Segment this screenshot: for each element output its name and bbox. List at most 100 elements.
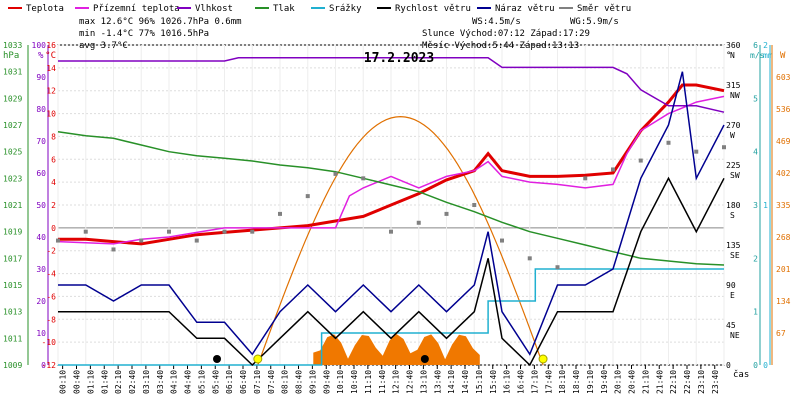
celsius-tick: 12 [46,87,56,96]
x-tick: 20:10 [614,370,623,394]
x-tick: 13:40 [433,370,442,394]
celsius-tick: 2 [51,201,56,210]
x-tick: 04:40 [184,370,193,394]
x-tick: 17:10 [530,370,539,394]
x-tick: 10:40 [350,370,359,394]
degrees-tick: 180 [726,201,741,210]
wind-direction-point [527,256,532,261]
wind-direction-point [139,238,144,243]
hpa-tick: 1021 [3,201,22,210]
sun-moon-markers [213,354,548,364]
x-tick: 00:10 [59,370,68,394]
x-tick: 05:40 [211,370,220,394]
x-tick: 07:10 [253,370,262,394]
w-tick: 67 [776,329,786,338]
mm-axis-label: mm [763,51,773,60]
direction-tick: S [730,211,735,220]
wind-direction-point [389,229,393,234]
mm-tick: 2 [763,41,768,50]
hpa-axis-label: hPa [3,51,19,61]
hpa-tick: 1019 [3,228,22,237]
celsius-tick: -10 [42,338,57,347]
percent-tick: 50 [36,201,46,210]
x-tick: 04:10 [170,370,179,394]
ms-tick: 4 [753,148,758,157]
wind-direction-point [472,203,477,207]
hpa-tick: 1013 [3,308,22,317]
x-tick: 09:10 [308,370,317,394]
ms-tick: 6 [753,41,758,50]
x-tick: 16:40 [517,370,526,394]
series-rychlost-v-tru [58,176,725,367]
series-sr-ky [58,268,724,366]
hpa-tick: 1011 [3,334,22,343]
series-n-raz-v-tru [58,71,725,356]
mm-tick: 1 [763,201,768,210]
celsius-tick: 8 [51,132,56,141]
direction-tick: SW [730,171,740,180]
wind-direction-point [278,211,282,216]
wind-direction-point [333,171,338,176]
x-tick: 19:40 [600,370,609,394]
w-tick: 469 [776,137,791,146]
x-tick: 19:10 [586,370,595,394]
mm-tick: 0 [763,361,768,370]
hpa-tick: 1027 [3,121,22,130]
x-tick: 15:40 [489,370,498,394]
degrees-tick: 270 [726,121,741,130]
stats-sun: Slunce Východ:07:12 Západ:17:29 [422,29,590,39]
percent-axis-label: % [38,51,44,61]
wind-direction-point [444,211,449,216]
degrees-tick: 360 [726,41,741,50]
x-tick: 23:40 [711,370,720,394]
wind-direction-point [722,145,726,150]
stats-wind-gust: WG:5.9m/s [570,17,619,27]
stats-panel: max 12.6°C 96% 1026.7hPa 0.6mm min -1.4°C… [79,17,619,51]
wind-direction-point [194,238,199,243]
x-tick: 23:10 [697,370,706,394]
x-tick: 20:40 [628,370,637,394]
x-tick: 00:40 [73,370,82,394]
legend-label: Srážky [329,4,362,14]
x-tick: 15:10 [475,370,484,394]
celsius-tick: 0 [51,224,56,233]
percent-tick: 20 [36,297,46,306]
x-tick: 03:40 [156,370,165,394]
ms-tick: 1 [753,308,758,317]
hpa-tick: 1017 [3,254,22,263]
sun-marker [538,354,548,364]
x-tick: 09:40 [322,370,331,394]
hpa-tick: 1031 [3,68,22,77]
axes: hPa1033103110291027102510231021101910171… [3,41,791,394]
celsius-tick: 14 [46,64,56,73]
hpa-tick: 1033 [3,41,22,50]
x-tick: 07:40 [267,370,276,394]
legend-label: Teplota [26,4,64,14]
wind-direction-point [583,176,588,181]
celsius-tick: -12 [42,361,57,370]
wind-direction-point [361,176,366,181]
w-tick: 201 [776,265,791,274]
wind-direction-point [167,229,171,234]
ms-tick: 0 [753,361,758,370]
x-tick: 01:40 [100,370,109,394]
ms-tick: 2 [753,254,758,263]
x-tick: 06:40 [239,370,248,394]
radiation-area [313,334,480,365]
stats-avg: avg 3.7°C [79,41,128,51]
w-tick: 335 [776,201,791,210]
percent-tick: 30 [36,265,46,274]
ms-axis-label: m/s [750,51,765,60]
percent-tick: 40 [36,233,46,242]
degrees-axis-label: ° [726,51,731,61]
x-tick: 02:40 [128,370,137,394]
percent-tick: 10 [36,329,46,338]
wind-direction-point [305,194,310,199]
chart-title: 17.2.2023 [364,51,434,66]
degrees-tick: 0 [726,361,731,370]
wind-direction-point [694,149,699,154]
wind-direction-point [56,238,60,243]
x-tick: 17:40 [544,370,553,394]
moon-marker [420,355,429,363]
x-tick: 18:40 [572,370,581,394]
